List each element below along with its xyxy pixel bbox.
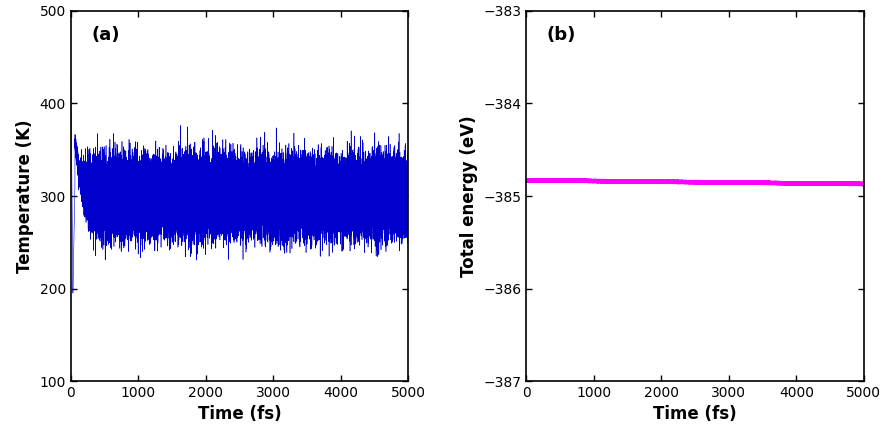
Text: (a): (a) <box>91 26 120 44</box>
Text: (b): (b) <box>547 26 576 44</box>
X-axis label: Time (fs): Time (fs) <box>198 406 282 424</box>
Y-axis label: Total energy (eV): Total energy (eV) <box>460 115 478 277</box>
X-axis label: Time (fs): Time (fs) <box>653 406 737 424</box>
Y-axis label: Temperature (K): Temperature (K) <box>16 119 34 273</box>
